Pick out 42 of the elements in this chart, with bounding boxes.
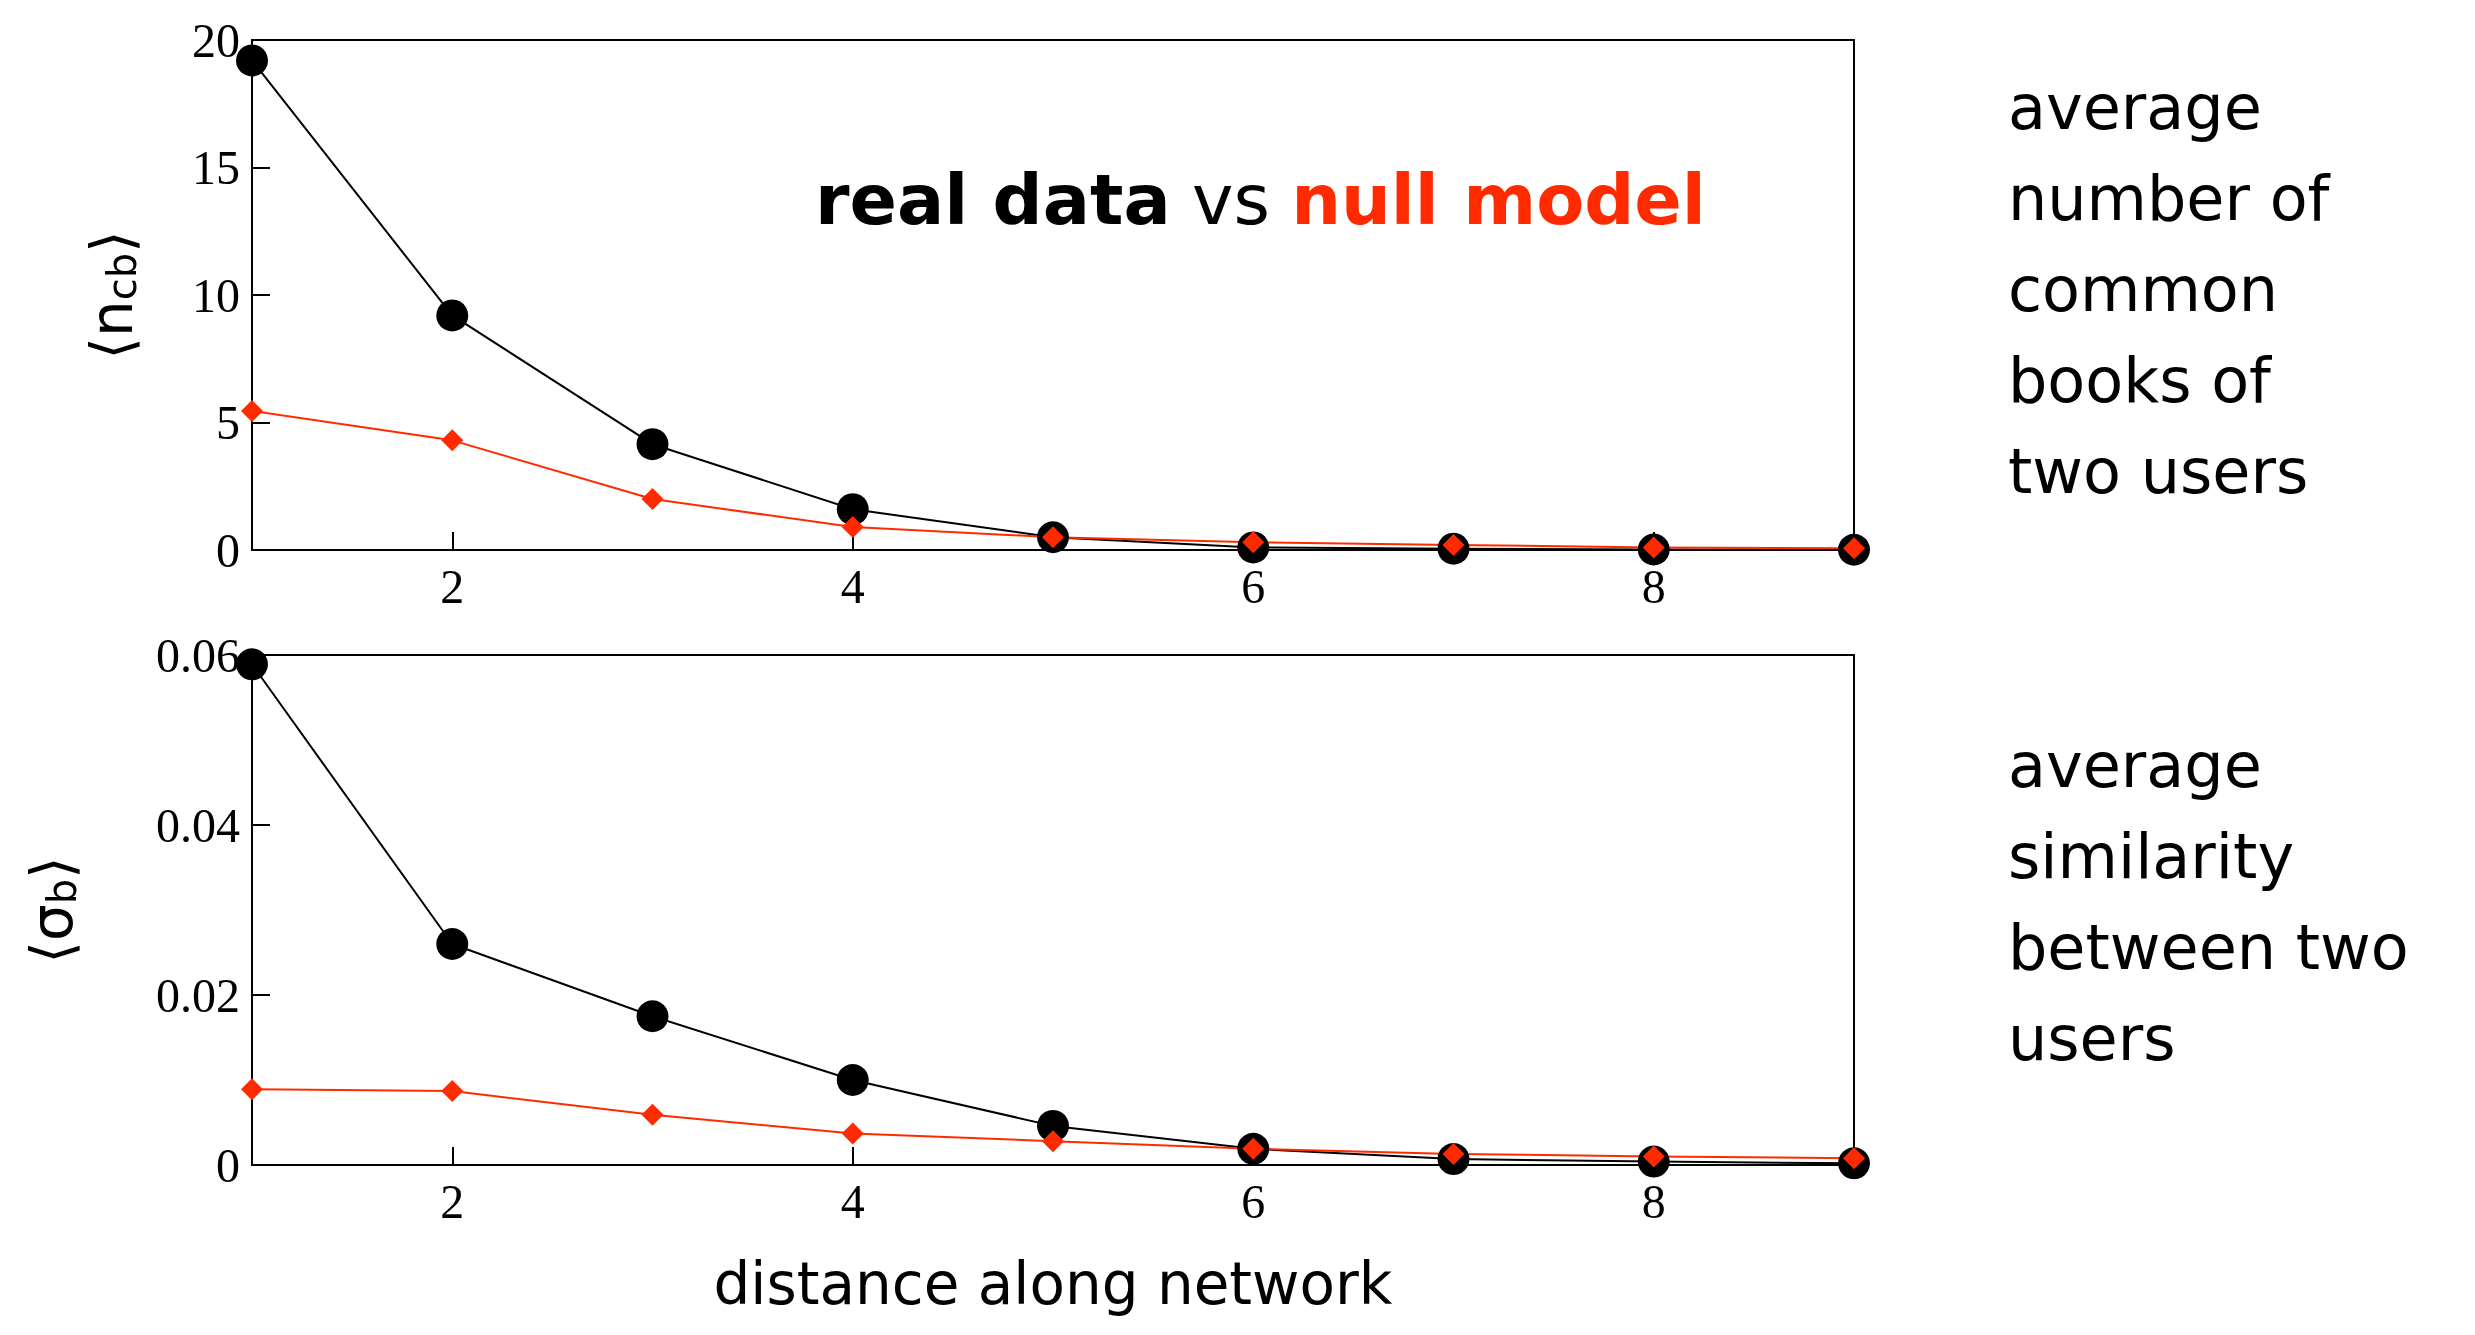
y-tick-label: 10 (192, 268, 240, 322)
y-tick-label: 0 (216, 523, 240, 577)
x-tick-label: 6 (1241, 559, 1266, 613)
point (436, 928, 469, 960)
point (841, 1122, 864, 1145)
text: average similarity between two users (2008, 729, 2409, 1075)
x-tick-label: 2 (440, 1174, 465, 1228)
y-tick-label: 0 (216, 1138, 240, 1192)
annotation: vs (1191, 159, 1270, 241)
point (636, 1000, 669, 1033)
point (441, 429, 464, 452)
y-tick-label: 5 (216, 396, 240, 449)
y-axis-title: ⟨ncb⟩ (78, 230, 146, 360)
y-tick-label: 0.02 (156, 968, 240, 1022)
x-axis-title: distance along network (713, 1250, 1393, 1318)
point (636, 428, 669, 461)
point (436, 299, 469, 332)
text: real data (815, 159, 1171, 241)
y-axis-title: ⟨σb⟩ (18, 856, 86, 964)
y-tick-label: 15 (192, 141, 240, 194)
y-tick-label: 20 (192, 13, 240, 67)
point (641, 488, 664, 510)
point (841, 516, 864, 539)
x-tick-label: 4 (840, 559, 865, 613)
point (836, 1064, 869, 1096)
text: null model (1291, 159, 1706, 241)
point (241, 1078, 263, 1101)
y-tick-label: 0.06 (156, 628, 240, 682)
y-tick-label: 0.04 (156, 798, 240, 852)
point (836, 493, 869, 526)
point (236, 44, 268, 77)
x-tick-label: 2 (440, 559, 465, 613)
x-tick-label: 8 (1641, 559, 1666, 613)
point (1042, 1130, 1064, 1153)
x-tick-label: 4 (840, 1174, 865, 1228)
text: average number of common books of two users (2008, 71, 2332, 508)
point (236, 648, 268, 681)
point (241, 400, 263, 423)
x-tick-label: 8 (1641, 1174, 1666, 1228)
x-tick-label: 6 (1241, 1174, 1266, 1228)
point (441, 1080, 464, 1103)
point (641, 1103, 664, 1126)
